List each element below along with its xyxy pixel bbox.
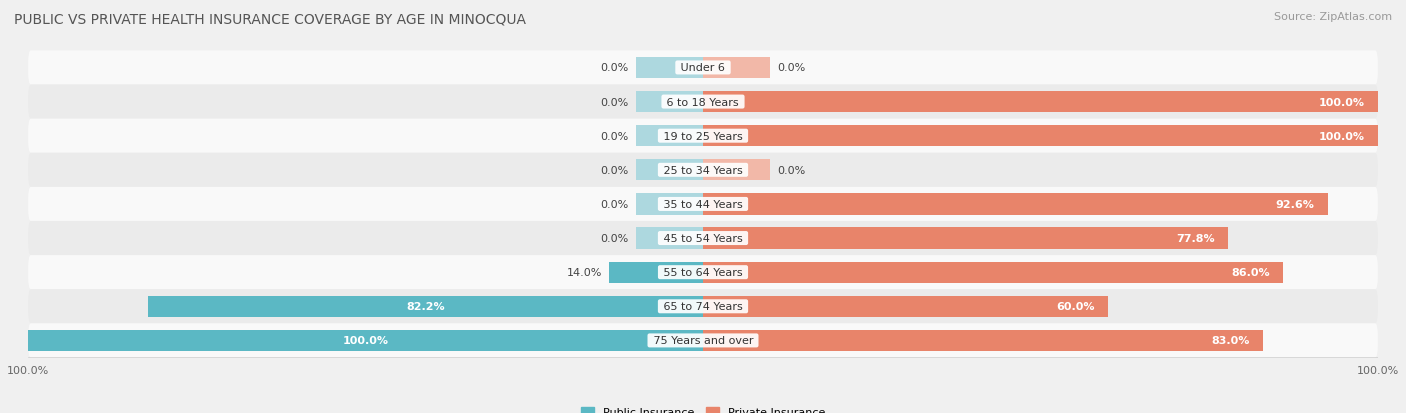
Text: 0.0%: 0.0%: [600, 199, 628, 209]
Bar: [636, 160, 703, 181]
Text: 0.0%: 0.0%: [600, 97, 628, 107]
FancyBboxPatch shape: [28, 51, 1378, 85]
Text: 83.0%: 83.0%: [1212, 336, 1250, 346]
Legend: Public Insurance, Private Insurance: Public Insurance, Private Insurance: [576, 403, 830, 413]
Bar: [28, 330, 703, 351]
Text: 0.0%: 0.0%: [600, 233, 628, 243]
FancyBboxPatch shape: [28, 256, 1378, 290]
Bar: [703, 330, 1263, 351]
Text: 25 to 34 Years: 25 to 34 Years: [659, 166, 747, 176]
Bar: [636, 58, 703, 79]
Text: 100.0%: 100.0%: [1319, 131, 1364, 141]
Bar: [703, 296, 1108, 317]
Text: 77.8%: 77.8%: [1175, 233, 1215, 243]
Text: 60.0%: 60.0%: [1056, 301, 1094, 311]
FancyBboxPatch shape: [28, 153, 1378, 188]
FancyBboxPatch shape: [28, 323, 1378, 358]
Bar: [703, 228, 1227, 249]
Bar: [703, 92, 1378, 113]
Text: PUBLIC VS PRIVATE HEALTH INSURANCE COVERAGE BY AGE IN MINOCQUA: PUBLIC VS PRIVATE HEALTH INSURANCE COVER…: [14, 12, 526, 26]
Bar: [703, 58, 770, 79]
Text: 0.0%: 0.0%: [600, 63, 628, 73]
Text: 0.0%: 0.0%: [600, 131, 628, 141]
Text: 14.0%: 14.0%: [567, 268, 602, 278]
Text: 86.0%: 86.0%: [1232, 268, 1270, 278]
Text: 19 to 25 Years: 19 to 25 Years: [659, 131, 747, 141]
FancyBboxPatch shape: [28, 221, 1378, 256]
Bar: [636, 126, 703, 147]
Text: 65 to 74 Years: 65 to 74 Years: [659, 301, 747, 311]
Bar: [636, 92, 703, 113]
Text: 6 to 18 Years: 6 to 18 Years: [664, 97, 742, 107]
Text: 0.0%: 0.0%: [600, 166, 628, 176]
Text: 82.2%: 82.2%: [406, 301, 444, 311]
Text: 100.0%: 100.0%: [1319, 97, 1364, 107]
Bar: [703, 126, 1378, 147]
Text: 0.0%: 0.0%: [778, 166, 806, 176]
Bar: [703, 194, 1327, 215]
FancyBboxPatch shape: [28, 188, 1378, 221]
Bar: [609, 262, 703, 283]
FancyBboxPatch shape: [28, 119, 1378, 153]
Text: 35 to 44 Years: 35 to 44 Years: [659, 199, 747, 209]
Text: 92.6%: 92.6%: [1275, 199, 1315, 209]
Text: Source: ZipAtlas.com: Source: ZipAtlas.com: [1274, 12, 1392, 22]
Text: 100.0%: 100.0%: [343, 336, 388, 346]
Text: 45 to 54 Years: 45 to 54 Years: [659, 233, 747, 243]
Bar: [703, 262, 1284, 283]
Text: 75 Years and over: 75 Years and over: [650, 336, 756, 346]
Bar: [703, 160, 770, 181]
Text: Under 6: Under 6: [678, 63, 728, 73]
Bar: [148, 296, 703, 317]
FancyBboxPatch shape: [28, 290, 1378, 323]
Text: 0.0%: 0.0%: [778, 63, 806, 73]
Bar: [636, 194, 703, 215]
Text: 55 to 64 Years: 55 to 64 Years: [659, 268, 747, 278]
Bar: [636, 228, 703, 249]
FancyBboxPatch shape: [28, 85, 1378, 119]
